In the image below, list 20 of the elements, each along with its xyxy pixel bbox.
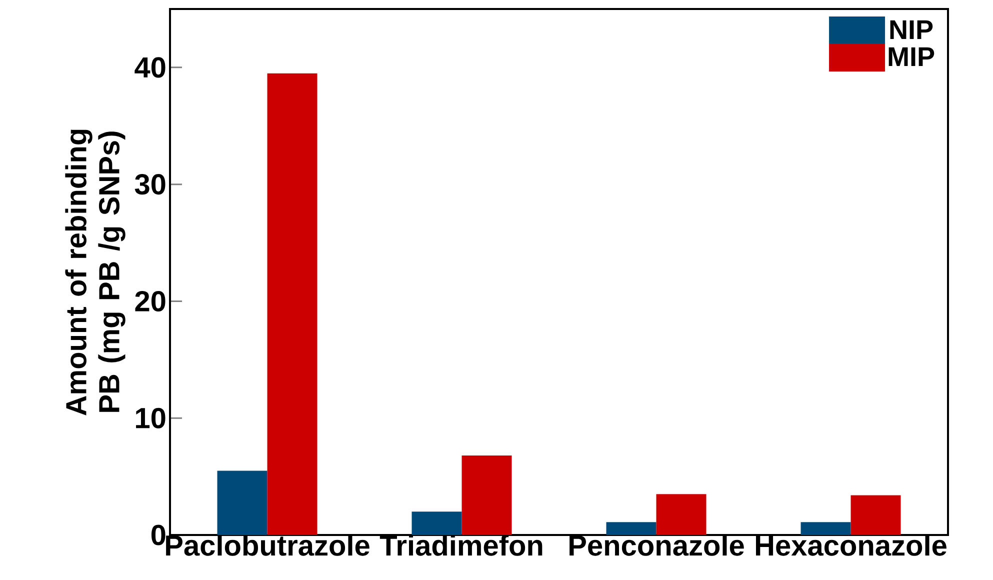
bar <box>606 522 656 535</box>
y-tick-label: 40 <box>134 57 166 78</box>
bar <box>217 470 268 535</box>
bar <box>850 495 901 535</box>
bar <box>267 73 318 535</box>
x-tick-label: Hexaconazole <box>756 534 946 556</box>
y-tick-label: 0 <box>151 524 166 546</box>
y-tick-label: 30 <box>134 174 166 195</box>
bar <box>656 494 706 535</box>
x-tick-label: Paclobutrazole <box>166 534 370 556</box>
legend-label: NIP <box>890 20 933 39</box>
y-tick-label: 20 <box>135 290 166 312</box>
bar <box>800 522 851 535</box>
bar <box>462 456 512 535</box>
legend-label: MIP <box>888 47 934 66</box>
x-tick-label: Penconazole <box>570 534 744 556</box>
y-axis-title: Amount of rebinding PB (mg PB /g SNPs) <box>65 130 126 416</box>
y-tick-label: 10 <box>136 408 166 428</box>
x-tick-label: Triadimefon <box>380 534 542 556</box>
bar <box>412 512 462 535</box>
